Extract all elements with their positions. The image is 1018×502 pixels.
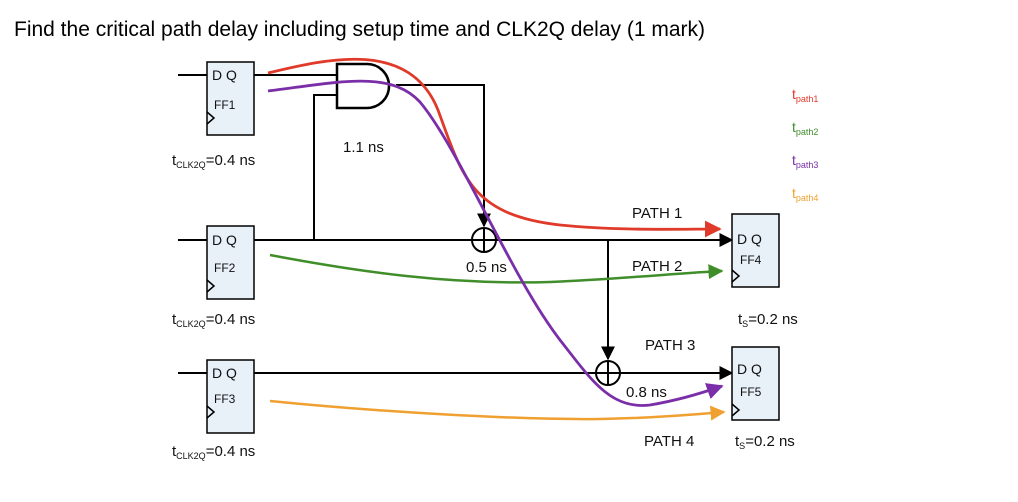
path3-label: PATH 3	[645, 337, 695, 354]
ff5-name-label: FF5	[740, 385, 762, 399]
and-gate	[335, 62, 391, 110]
ff3-name-label: FF3	[214, 392, 236, 406]
legend-path2: tpath2	[792, 119, 818, 137]
ff1-tclk2q-label: tCLK2Q=0.4 ns	[172, 152, 255, 170]
ff5-pins-label: D Q	[737, 361, 762, 377]
path-legend: tpath1 tpath2 tpath3 tpath4	[792, 86, 818, 203]
legend-path3: tpath3	[792, 152, 818, 170]
and-delay-label: 1.1 ns	[343, 139, 384, 156]
ff1-box: D Q FF1	[206, 61, 255, 136]
ff5-ts-label: tS=0.2 ns	[735, 433, 795, 451]
ff2-name-label: FF2	[214, 261, 236, 275]
ff1-name-label: FF1	[214, 98, 236, 112]
path1-label: PATH 1	[632, 205, 682, 222]
path4-curve	[269, 399, 726, 421]
path3-curve	[267, 79, 724, 407]
xor2-delay-label: 0.8 ns	[626, 384, 667, 401]
ff4-name-label: FF4	[740, 253, 762, 267]
ff2-pins-label: D Q	[212, 232, 237, 248]
legend-path1: tpath1	[792, 86, 818, 104]
ff4-box: D Q FF4	[731, 213, 780, 288]
xor-gate-1	[471, 227, 497, 253]
ff4-ts-label: tS=0.2 ns	[738, 311, 798, 329]
wiring	[178, 74, 734, 380]
xor-gate-2	[595, 360, 621, 386]
ff3-tclk2q-label: tCLK2Q=0.4 ns	[172, 443, 255, 461]
ff2-to-and-wire	[313, 94, 337, 240]
xor1-delay-label: 0.5 ns	[466, 259, 507, 276]
path2-label: PATH 2	[632, 258, 682, 275]
legend-path4: tpath4	[792, 185, 818, 203]
ff4-pins-label: D Q	[737, 231, 762, 247]
question-title: Find the critical path delay including s…	[14, 18, 706, 41]
path4-label: PATH 4	[644, 433, 694, 450]
ff2-box: D Q FF2	[206, 225, 255, 300]
ff5-box: D Q FF5	[731, 346, 780, 421]
path2-curve	[269, 253, 724, 284]
and-to-xor1-wire	[396, 84, 491, 228]
ff3-box: D Q FF3	[206, 359, 255, 434]
ff3-pins-label: D Q	[212, 365, 237, 381]
ff2-tclk2q-label: tCLK2Q=0.4 ns	[172, 311, 255, 329]
ff1-pins-label: D Q	[212, 67, 237, 83]
